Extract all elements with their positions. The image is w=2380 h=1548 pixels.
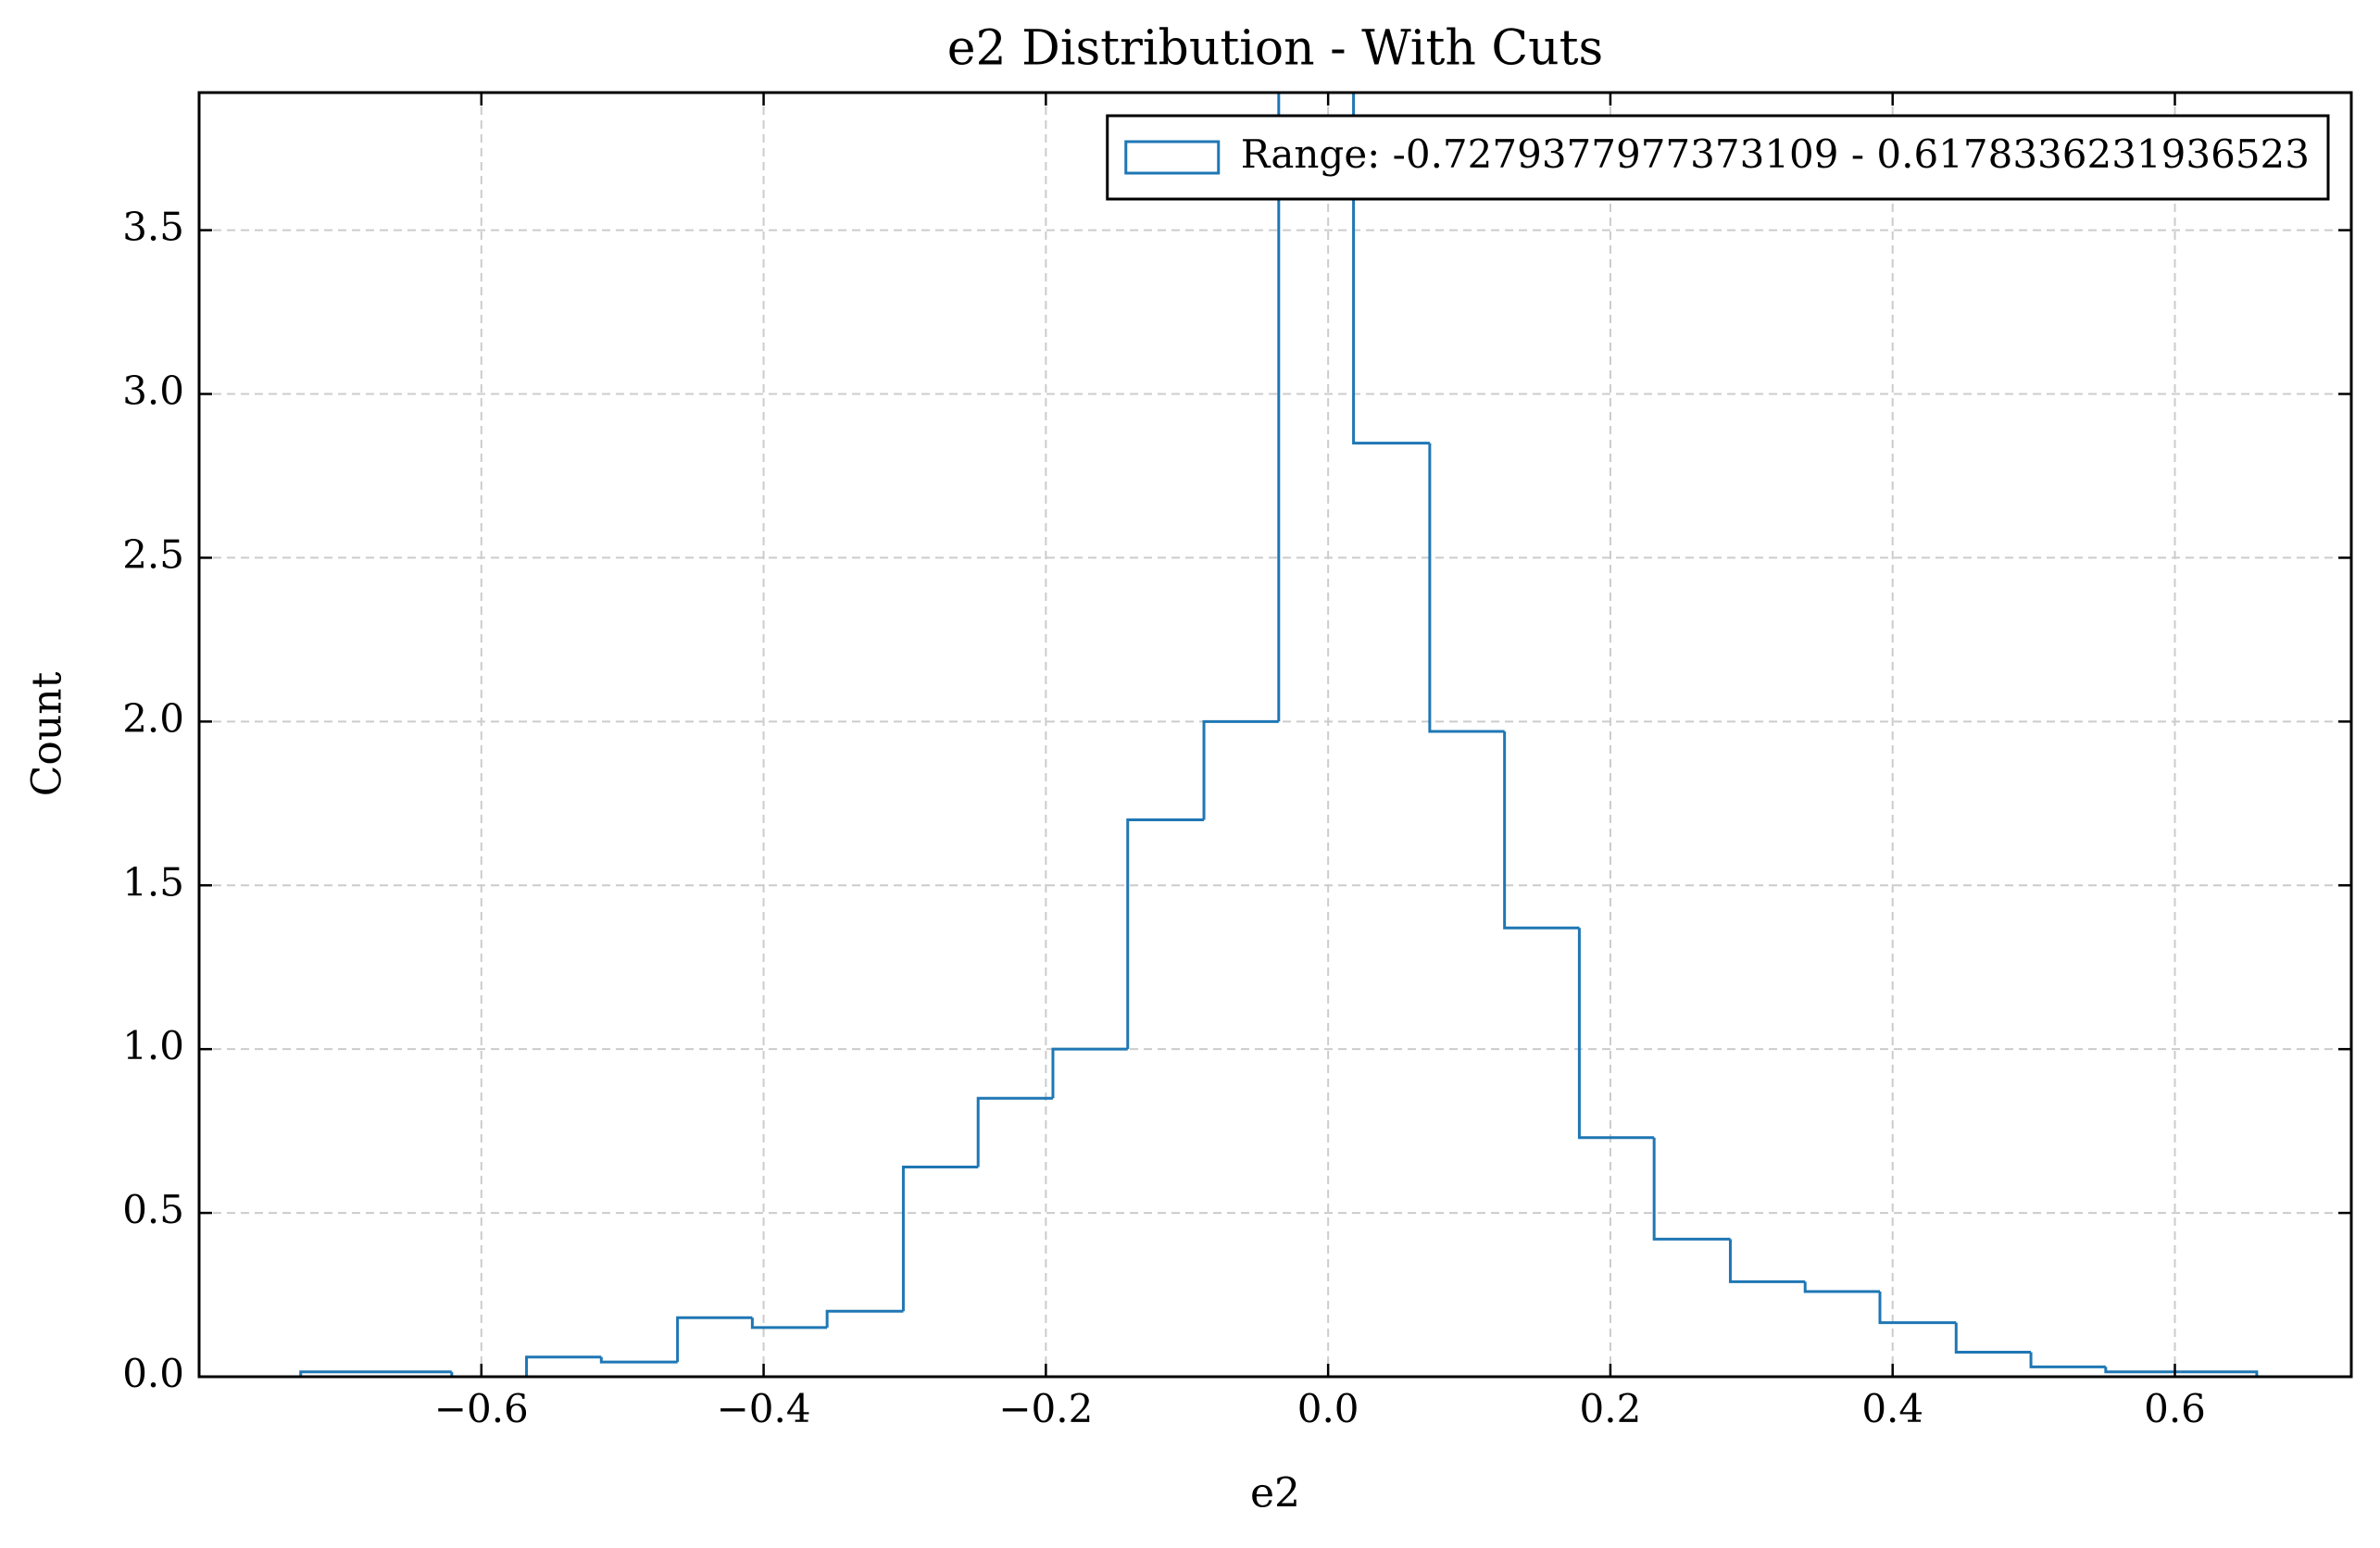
y-tick-label: 1.5 — [122, 859, 184, 905]
histogram-bin — [750, 1317, 828, 1330]
histogram-bin — [1277, 93, 1281, 722]
histogram-bin — [1577, 928, 1655, 1140]
histogram-bin — [1803, 1281, 1881, 1293]
x-tick-label: −0.4 — [717, 1386, 811, 1431]
chart-title: e2 Distribution - With Cuts — [947, 21, 1603, 77]
legend-item: Range: -0.7279377977373109 - 0.617833623… — [1124, 131, 2310, 177]
axes-frame — [197, 91, 2353, 1379]
x-tick-label: 0.2 — [1580, 1386, 1642, 1431]
histogram-bin — [1878, 1292, 1957, 1325]
histogram-bin — [676, 1316, 753, 1363]
histogram-bin — [1652, 1137, 1731, 1241]
axes: −0.6 −0.4 −0.2 0.0 0.2 0.4 0.6 0.0 0.5 1.0 1.5 2.0 2… — [122, 93, 2351, 1431]
y-tick-label: 0.5 — [122, 1187, 184, 1232]
histogram-bin — [2104, 1367, 2181, 1374]
histogram-bin — [299, 1370, 376, 1377]
legend-box — [1106, 114, 2330, 201]
histogram-bin — [599, 1356, 678, 1364]
y-tick-label: 3.5 — [122, 205, 184, 250]
legend-swatch — [1124, 140, 1221, 175]
histogram-bin — [1503, 730, 1580, 930]
x-tick-label: −0.6 — [434, 1386, 529, 1431]
histogram-bin — [1202, 719, 1279, 820]
histogram-bin — [525, 1355, 602, 1377]
y-axis-label: Count — [24, 671, 71, 796]
x-axis-label: e2 — [1250, 1470, 1300, 1517]
x-tick-label: 0.4 — [1861, 1386, 1923, 1431]
y-tick-label: 2.0 — [122, 695, 184, 741]
x-tick-label: −0.2 — [998, 1386, 1093, 1431]
x-tick-label: 0.6 — [2144, 1386, 2206, 1431]
y-tick-label: 2.5 — [122, 531, 184, 577]
histogram-bin — [901, 1166, 979, 1312]
legend: Range: -0.7279377977373109 - 0.617833623… — [1106, 114, 2330, 201]
y-tick-label: 0.0 — [122, 1351, 184, 1396]
y-tick-label: 3.0 — [122, 368, 184, 414]
grid — [199, 93, 2351, 1378]
histogram-bin — [825, 1309, 904, 1328]
histogram-bin — [1428, 443, 1505, 733]
histogram-bin — [1954, 1322, 2032, 1354]
legend-label: Range: -0.7279377977373109 - 0.617833623… — [1241, 131, 2310, 177]
plot-area — [299, 93, 2259, 1377]
x-tick-label: 0.0 — [1297, 1386, 1359, 1431]
y-tick-label: 1.0 — [122, 1023, 184, 1068]
histogram-bin — [2180, 1370, 2259, 1377]
histogram-bin — [1728, 1239, 1806, 1283]
histogram-bin — [2029, 1352, 2106, 1368]
histogram-bin — [976, 1096, 1053, 1167]
histogram-bin — [450, 1371, 527, 1377]
histogram-bin — [1126, 818, 1205, 1050]
histogram-bin — [1051, 1047, 1128, 1099]
